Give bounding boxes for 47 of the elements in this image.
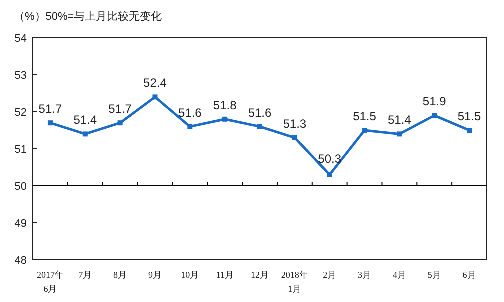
x-tick-label: 10月: [181, 270, 200, 280]
data-label: 51.7: [108, 102, 132, 116]
point: [397, 132, 402, 137]
y-tick-label: 51: [14, 144, 27, 156]
data-label: 51.6: [248, 106, 272, 120]
y-tick-label: 54: [14, 33, 27, 45]
y-tick-label: 50: [14, 181, 27, 193]
x-tick-label: 9月: [148, 270, 162, 280]
x-tick-label: 4月: [392, 270, 406, 280]
y-tick-label: 48: [14, 255, 27, 267]
x-tick-label: 7月: [78, 270, 92, 280]
x-tick-label: 2月: [323, 270, 337, 280]
y-tick-label: 49: [14, 218, 27, 230]
x-tick-label: 12月: [251, 270, 269, 280]
x-tick-label: 11月: [216, 270, 234, 280]
point: [292, 135, 298, 140]
point: [258, 124, 262, 130]
point: [362, 128, 368, 133]
x-tick-label: 8月: [114, 270, 128, 280]
data-label: 50.3: [318, 152, 342, 166]
point: [82, 132, 88, 137]
x-tick-label: 6月: [462, 270, 476, 280]
point: [118, 120, 123, 126]
data-label: 51.9: [422, 94, 447, 109]
point: [188, 124, 193, 130]
data-label: 51.7: [38, 102, 62, 116]
x-tick-label: 3月: [358, 270, 372, 280]
data-label: 51.4: [388, 113, 412, 128]
point: [48, 120, 53, 126]
point: [432, 113, 438, 118]
y-tick-label: 53: [14, 70, 27, 82]
y-tick-label: 52: [14, 107, 27, 119]
chart-title: （%）50%=与上月比较无变化: [14, 10, 162, 23]
point: [467, 128, 472, 133]
data-label: 51.5: [458, 110, 482, 124]
data-label: 51.8: [213, 98, 238, 112]
data-label: 52.4: [144, 76, 168, 90]
data-label: 51.4: [74, 113, 98, 128]
data-label: 51.3: [283, 116, 307, 131]
x-tick-label: 2017年 6月: [36, 270, 64, 294]
point: [152, 94, 158, 100]
point: [327, 172, 332, 178]
x-tick-label: 5月: [428, 270, 442, 280]
x-tick-label: 2018年 1月: [281, 270, 308, 294]
data-label: 51.6: [178, 106, 202, 120]
data-label: 51.5: [353, 110, 377, 124]
point: [222, 116, 228, 122]
